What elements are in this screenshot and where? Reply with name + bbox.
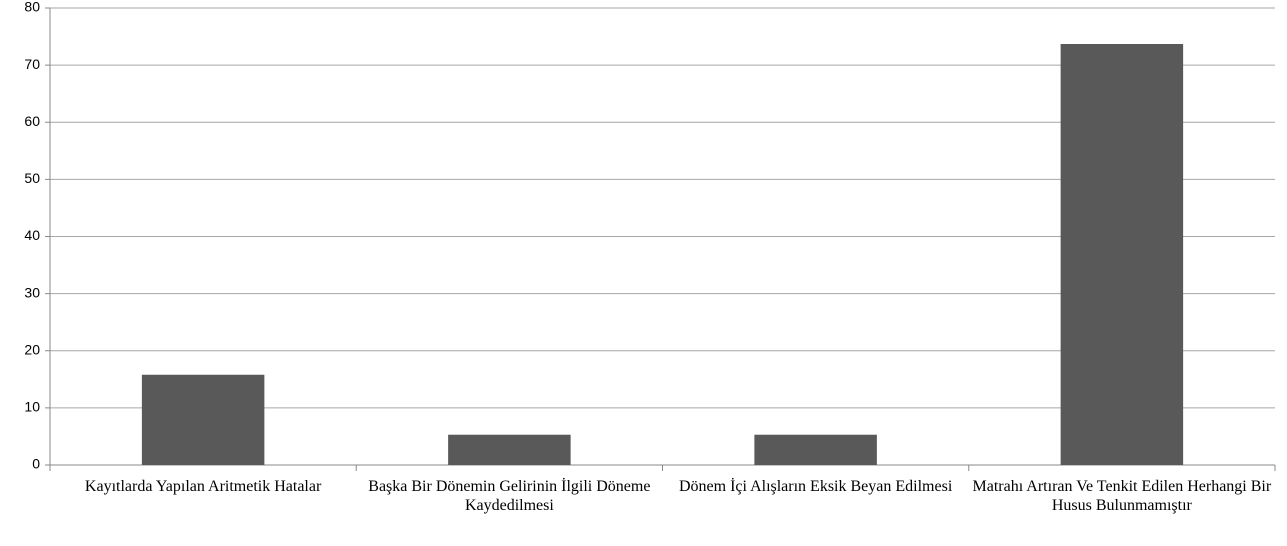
y-tick-label: 20 [24,341,40,357]
y-tick-label: 30 [24,284,40,300]
y-tick-label: 0 [32,456,40,472]
y-tick-label: 50 [24,170,40,186]
y-tick-label: 60 [24,113,40,129]
x-tick-label: Dönem İçi Alışların Eksik Beyan Edilmesi [678,478,953,495]
bar [448,434,571,465]
y-tick-label: 10 [24,399,40,415]
bar [141,374,265,465]
x-tick-label: Başka Bir Dönemin Gelirinin İlgili Dönem… [368,478,651,514]
x-tick-label: Matrahı Artıran Ve Tenkit Edilen Herhang… [972,478,1272,514]
x-tick-label: Kayıtlarda Yapılan Aritmetik Hatalar [84,478,322,495]
bar [1060,43,1184,466]
y-tick-label: 40 [24,227,40,243]
bar [754,434,877,465]
y-tick-label: 80 [24,0,40,15]
y-tick-label: 70 [24,56,40,72]
